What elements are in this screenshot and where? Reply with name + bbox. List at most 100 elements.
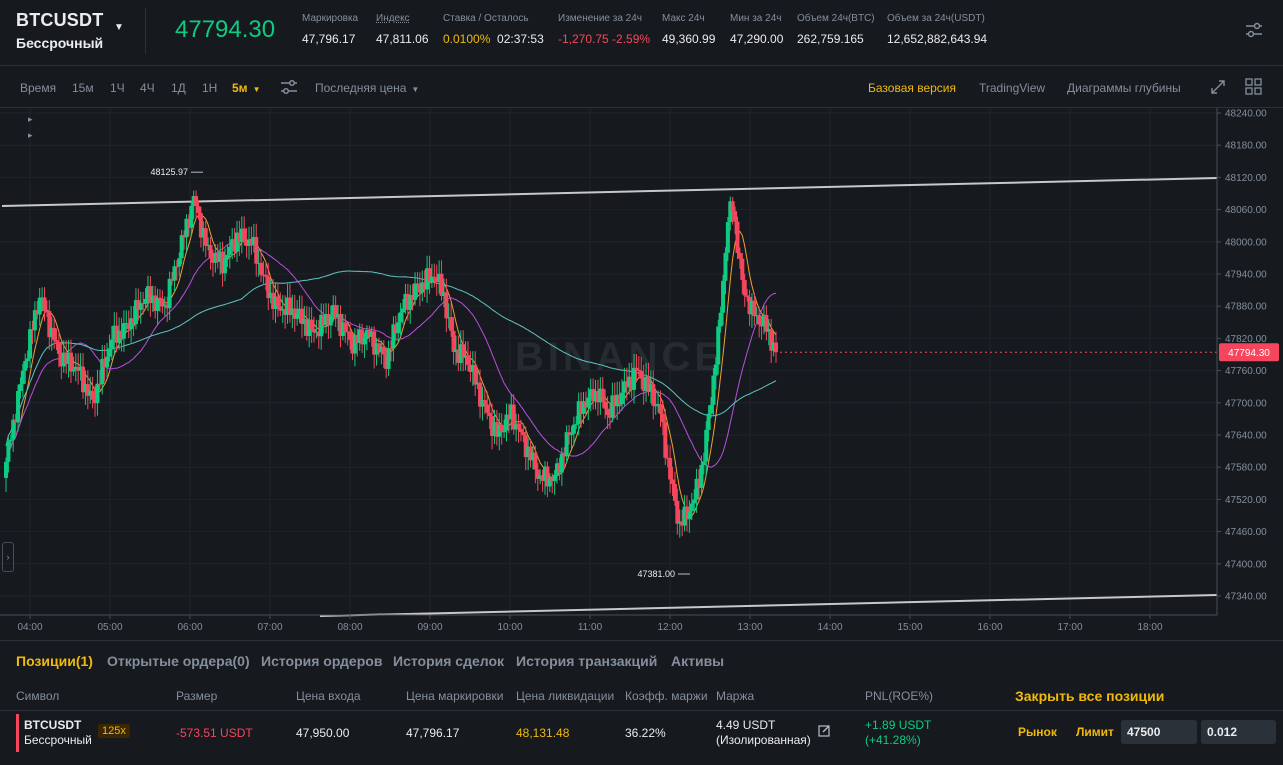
candle-body [571, 424, 576, 434]
candle-body [292, 308, 297, 319]
low-price-label: 47381.00 [637, 569, 675, 579]
candle-body [557, 463, 562, 473]
candle-body [184, 218, 189, 238]
candle-body [547, 477, 552, 487]
candle-body [759, 324, 764, 327]
candle-body [672, 484, 677, 501]
candle-body [550, 477, 555, 482]
contract-type: Бессрочный [16, 35, 104, 51]
table-row: BTCUSDT Бессрочный 125x -573.51 USDT 47,… [0, 710, 1283, 755]
limit-qty-input[interactable]: 0.012 [1201, 720, 1276, 744]
candle-body [526, 446, 531, 458]
close-market-button[interactable]: Рынок [1018, 725, 1057, 739]
candle-body [153, 295, 158, 311]
candle-body [30, 329, 35, 331]
candle-body [206, 244, 211, 246]
tab-trade-history[interactable]: История сделок [393, 653, 505, 669]
close-all-positions-button[interactable]: Закрыть все позиции [1015, 688, 1165, 704]
candle-body [615, 394, 620, 407]
candle-body [699, 464, 704, 488]
time-tick-label: 04:00 [17, 622, 42, 633]
positions-table-header: Символ Размер Цена входа Цена маркировки… [0, 680, 1283, 710]
sliders-icon[interactable] [1244, 20, 1264, 40]
candle-body [150, 295, 155, 304]
candle-body [598, 388, 603, 403]
candle-body [35, 310, 40, 315]
interval-4h[interactable]: 4Ч [140, 81, 155, 95]
interval-1d[interactable]: 1Д [171, 81, 186, 95]
interval-1h[interactable]: 1Ч [110, 81, 125, 95]
candle-body [88, 390, 93, 396]
time-tick-label: 11:00 [578, 622, 603, 633]
time-tick-label: 10:00 [497, 622, 522, 633]
col-margin-ratio: Коэфф. маржи [625, 689, 708, 703]
candle-body [725, 222, 730, 253]
tab-positions[interactable]: Позиции(1) [16, 653, 93, 669]
candle-body [716, 326, 721, 365]
candle-body [235, 232, 239, 252]
view-tradingview[interactable]: TradingView [979, 81, 1046, 95]
interval-15m[interactable]: 15м [72, 81, 94, 95]
symbol-selector[interactable]: BTCUSDT Бессрочный ▼ [16, 10, 124, 51]
candle-body [456, 349, 461, 363]
candle-body [564, 432, 569, 457]
tab-open-orders[interactable]: Открытые ордера(0) [107, 653, 250, 669]
candle-body [687, 511, 692, 520]
tab-transaction-history[interactable]: История транзакций [516, 653, 658, 669]
candle-body [273, 296, 278, 309]
candle-body [186, 218, 191, 228]
limit-price-input[interactable]: 47500 [1121, 720, 1197, 744]
fullscreen-icon[interactable] [1210, 79, 1226, 95]
candle-body [588, 389, 593, 398]
price-type-dropdown[interactable]: Последняя цена [315, 81, 419, 95]
candlestick-chart[interactable]: BINANCE 48125.97 47381.00 47794.30 48240.0… [0, 108, 1283, 640]
candle-body [634, 367, 639, 370]
candle-body [379, 346, 384, 353]
edit-icon[interactable] [818, 724, 831, 737]
close-limit-button[interactable]: Лимит [1076, 725, 1114, 739]
candle-body [326, 314, 331, 326]
candle-body [362, 337, 367, 345]
candle-body [742, 279, 747, 296]
candle-body [417, 283, 422, 293]
col-symbol: Символ [16, 689, 60, 703]
price-chart[interactable]: BINANCE 48125.97 47381.00 47794.30 48240.0… [0, 108, 1283, 640]
candle-body [352, 334, 357, 354]
candle-body [259, 262, 264, 275]
candle-body [653, 405, 658, 407]
candle-body [145, 286, 150, 299]
candle-body [386, 348, 391, 369]
tab-order-history[interactable]: История ордеров [261, 653, 383, 669]
candle-body [172, 266, 177, 281]
layout-grid-icon[interactable] [1245, 78, 1262, 95]
candle-body [636, 369, 641, 371]
candle-body [576, 401, 581, 425]
candle-body [242, 228, 247, 241]
candle-body [239, 228, 244, 243]
panel-expand-button[interactable]: › [2, 542, 14, 572]
indicators-icon[interactable] [280, 79, 298, 95]
interval-active-dropdown[interactable]: 5м [232, 81, 260, 95]
candle-body [728, 201, 733, 223]
candle-body [660, 413, 665, 423]
view-basic[interactable]: Базовая версия [868, 81, 956, 95]
candle-body [381, 346, 386, 355]
candle-body [61, 352, 66, 367]
candle-body [162, 304, 167, 307]
time-label[interactable]: Время [20, 81, 57, 95]
view-depth[interactable]: Диаграммы глубины [1067, 81, 1181, 95]
candle-body [497, 424, 502, 437]
stat-index-price[interactable]: Индекс 47,811.06 [376, 13, 429, 46]
trend-lines [1, 177, 1218, 617]
candle-body [535, 469, 540, 479]
tab-assets[interactable]: Активы [671, 653, 725, 669]
stat-24h-low: Мин за 24ч 47,290.00 [730, 13, 784, 46]
interval-1w[interactable]: 1Н [202, 81, 218, 95]
collapse-arrows[interactable]: ▸ ▸ [28, 114, 33, 140]
short-side-indicator [16, 714, 19, 752]
candle-body [37, 297, 42, 315]
price-axis: 48240.00 48180.00 48120.00 48060.00 48000.00… [1216, 108, 1267, 615]
candle-body [244, 240, 249, 246]
caret-down-icon[interactable]: ▼ [114, 22, 124, 33]
current-price-label: 47794.30 [1228, 348, 1270, 359]
